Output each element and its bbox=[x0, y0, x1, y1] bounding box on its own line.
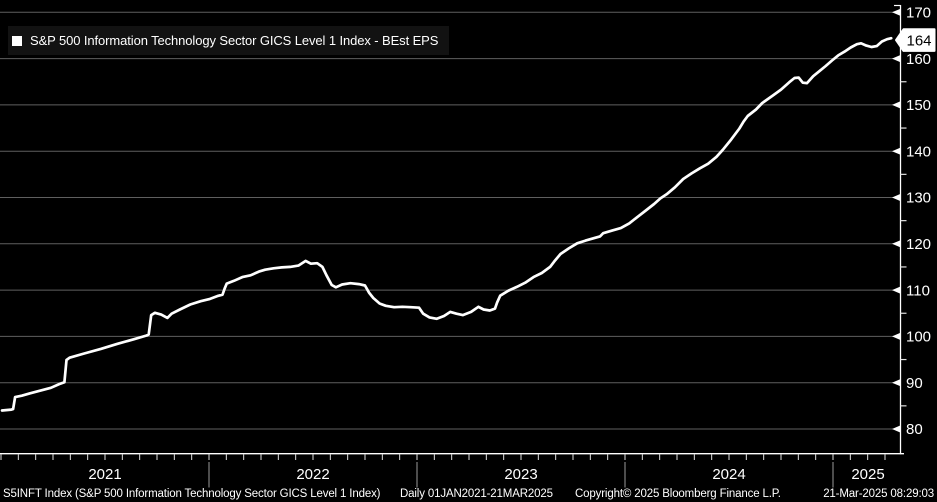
y-major-tick-arrow bbox=[892, 332, 901, 340]
timestamp: 21-Mar-2025 08:29:03 bbox=[823, 488, 934, 500]
copyright-text: Copyright© 2025 Bloomberg Finance L.P. bbox=[575, 488, 781, 500]
y-major-tick-arrow bbox=[892, 286, 901, 294]
y-axis-label: 160 bbox=[906, 51, 931, 68]
last-price-value: 164 bbox=[906, 32, 931, 49]
y-major-tick-arrow bbox=[892, 379, 901, 387]
y-axis-label: 80 bbox=[906, 421, 923, 438]
x-axis-year-label: 2022 bbox=[296, 466, 329, 483]
date-range: Daily 01JAN2021-21MAR2025 bbox=[400, 488, 553, 500]
y-axis-label: 120 bbox=[906, 236, 931, 253]
x-axis-year-label: 2021 bbox=[88, 466, 121, 483]
y-axis-label: 170 bbox=[906, 5, 931, 22]
x-axis-year-label: 2025 bbox=[851, 466, 884, 483]
y-major-tick-arrow bbox=[892, 8, 901, 16]
price-line bbox=[0, 36, 893, 412]
y-major-tick-arrow bbox=[892, 55, 901, 63]
x-axis-year-label: 2024 bbox=[712, 466, 745, 483]
y-axis-label: 140 bbox=[906, 143, 931, 160]
y-axis-label: 100 bbox=[906, 329, 931, 346]
y-axis-label: 130 bbox=[906, 190, 931, 207]
legend-marker-swatch bbox=[12, 35, 22, 46]
y-major-tick-arrow bbox=[892, 147, 901, 155]
y-major-tick-arrow bbox=[892, 240, 901, 248]
legend-label: S&P 500 Information Technology Sector GI… bbox=[30, 33, 439, 48]
y-axis-label: 150 bbox=[906, 97, 931, 114]
last-price-tag bbox=[895, 28, 936, 52]
y-major-tick-arrow bbox=[892, 101, 901, 109]
status-bar: S5INFT Index (S&P 500 Information Techno… bbox=[0, 486, 937, 502]
y-axis-label: 90 bbox=[906, 375, 923, 392]
y-major-tick-arrow bbox=[892, 193, 901, 202]
y-axis-label: 110 bbox=[906, 282, 930, 299]
legend-item[interactable]: S&P 500 Information Technology Sector GI… bbox=[8, 26, 450, 55]
security-description: S5INFT Index (S&P 500 Information Techno… bbox=[3, 488, 381, 500]
x-axis-year-label: 2023 bbox=[504, 466, 537, 483]
y-major-tick-arrow bbox=[892, 425, 901, 433]
